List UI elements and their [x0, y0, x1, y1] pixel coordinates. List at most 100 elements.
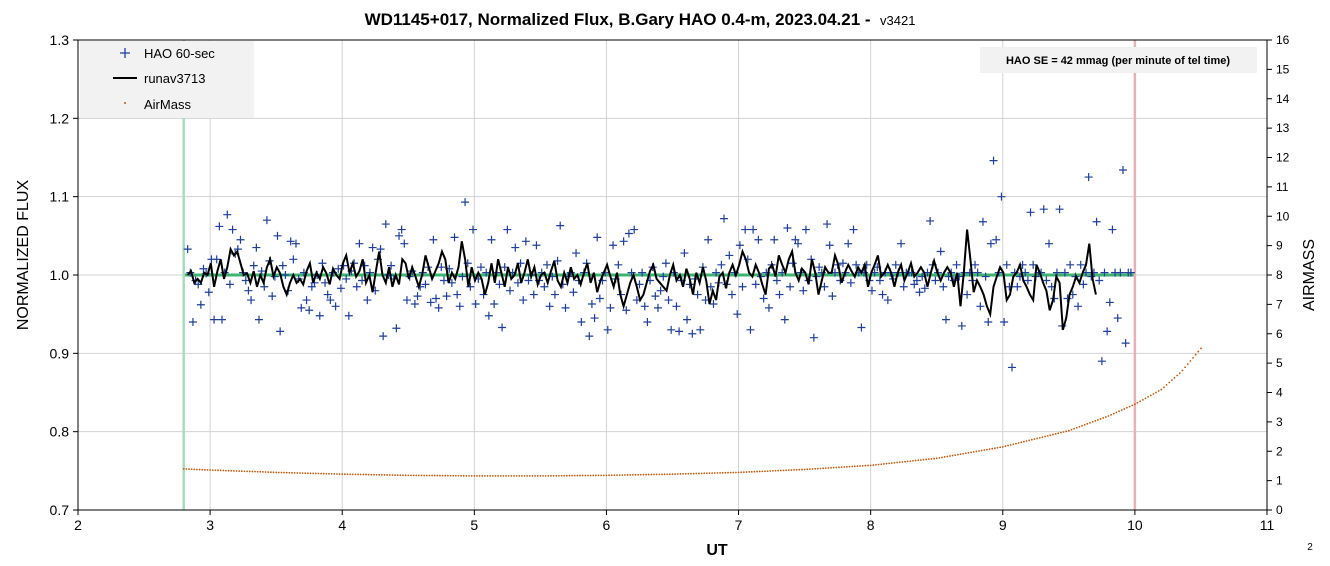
flux-point	[680, 249, 689, 258]
x-tick-label: 3	[206, 517, 214, 533]
y2-tick-label: 15	[1276, 62, 1290, 76]
airmass-point	[1144, 397, 1147, 400]
flux-point	[878, 290, 887, 299]
y2-axis-label: AIRMASS	[1301, 239, 1318, 311]
flux-point	[844, 239, 853, 248]
flux-point	[643, 318, 652, 326]
y2-tick-label: 10	[1276, 209, 1290, 223]
airmass-point	[415, 474, 418, 477]
flux-point	[569, 288, 578, 297]
airmass-point	[785, 469, 788, 472]
airmass-point	[417, 474, 420, 477]
flux-point	[725, 251, 734, 260]
airmass-point	[602, 474, 605, 477]
flux-point	[891, 260, 900, 269]
airmass-point	[772, 469, 774, 472]
airmass-point	[690, 472, 692, 475]
flux-point	[741, 225, 750, 234]
flux-point	[368, 243, 377, 252]
airmass-point	[1081, 424, 1083, 427]
airmass-point	[491, 475, 494, 477]
airmass-point	[357, 473, 359, 476]
flux-point	[1042, 276, 1051, 285]
flux-point	[397, 225, 406, 234]
flux-point	[490, 299, 499, 308]
airmass-point	[666, 473, 669, 476]
corner-label: 2	[1307, 542, 1313, 553]
flux-point	[1013, 282, 1022, 291]
airmass-point	[243, 470, 246, 473]
airmass-point	[608, 474, 610, 477]
airmass-point	[428, 474, 431, 477]
flux-point	[1084, 173, 1093, 182]
airmass-point	[1110, 413, 1113, 416]
airmass-point	[328, 472, 330, 475]
airmass-point	[613, 474, 616, 477]
flux-point	[997, 192, 1006, 201]
y2-tick-label: 14	[1276, 92, 1290, 106]
flux-point	[809, 333, 818, 342]
airmass-point	[235, 470, 238, 472]
y2-tick-label: 6	[1276, 327, 1283, 341]
flux-point	[661, 259, 670, 268]
flux-point	[672, 302, 681, 311]
airmass-point	[719, 471, 721, 474]
flux-point	[326, 296, 335, 305]
airmass-point	[579, 474, 581, 477]
airmass-point	[949, 455, 951, 457]
airmass-point	[291, 471, 293, 474]
airmass-point	[795, 468, 798, 471]
flux-point	[1076, 260, 1085, 269]
flux-point	[542, 260, 551, 269]
flux-point	[550, 290, 559, 299]
airmass-point	[1086, 422, 1089, 425]
flux-point	[276, 327, 285, 336]
legend-item-airmass: AirMass	[124, 97, 191, 112]
airmass-point	[1033, 438, 1036, 440]
airmass-point	[468, 474, 470, 477]
airmass-point	[552, 474, 555, 477]
flux-point	[410, 299, 419, 308]
airmass-point	[256, 470, 259, 473]
y-tick-label: 1.0	[50, 267, 70, 283]
flux-point	[1026, 208, 1035, 217]
airmass-point	[650, 473, 653, 476]
flux-point	[786, 282, 795, 291]
airmass-point	[454, 474, 457, 477]
airmass-point	[309, 472, 312, 475]
airmass-point	[1115, 411, 1118, 414]
airmass-point	[859, 465, 861, 467]
airmass-point	[996, 446, 999, 449]
flux-point	[413, 292, 422, 301]
airmass-point	[359, 473, 362, 476]
airmass-point	[1120, 409, 1123, 412]
flux-point	[899, 282, 908, 291]
airmass-point	[840, 466, 843, 469]
airmass-point	[1062, 431, 1065, 433]
airmass-point	[906, 460, 909, 463]
flux-point	[1097, 357, 1106, 366]
airmass-point	[1073, 427, 1076, 430]
airmass-point	[584, 474, 587, 477]
x-axis-label: UT	[706, 542, 728, 559]
airmass-point	[1165, 383, 1168, 386]
flux-point	[587, 299, 596, 308]
airmass-point	[600, 474, 603, 477]
airmass-point	[616, 474, 618, 477]
flux-point	[735, 241, 744, 250]
flux-point	[640, 302, 649, 311]
airmass-point	[386, 474, 389, 476]
airmass-point	[322, 472, 325, 475]
airmass-point	[314, 472, 317, 475]
flux-point	[286, 237, 295, 246]
airmass-point	[618, 474, 621, 477]
x-ticks: 2 3 4 5 6 7 8 9 10 11	[74, 510, 1274, 533]
airmass-point	[986, 448, 988, 451]
y2-tick-label: 8	[1276, 268, 1283, 282]
flux-point	[503, 225, 512, 234]
airmass-point	[565, 474, 568, 477]
flux-point	[838, 259, 847, 268]
airmass-point	[745, 471, 748, 473]
flux-point	[381, 220, 390, 229]
flux-point	[1055, 205, 1064, 214]
